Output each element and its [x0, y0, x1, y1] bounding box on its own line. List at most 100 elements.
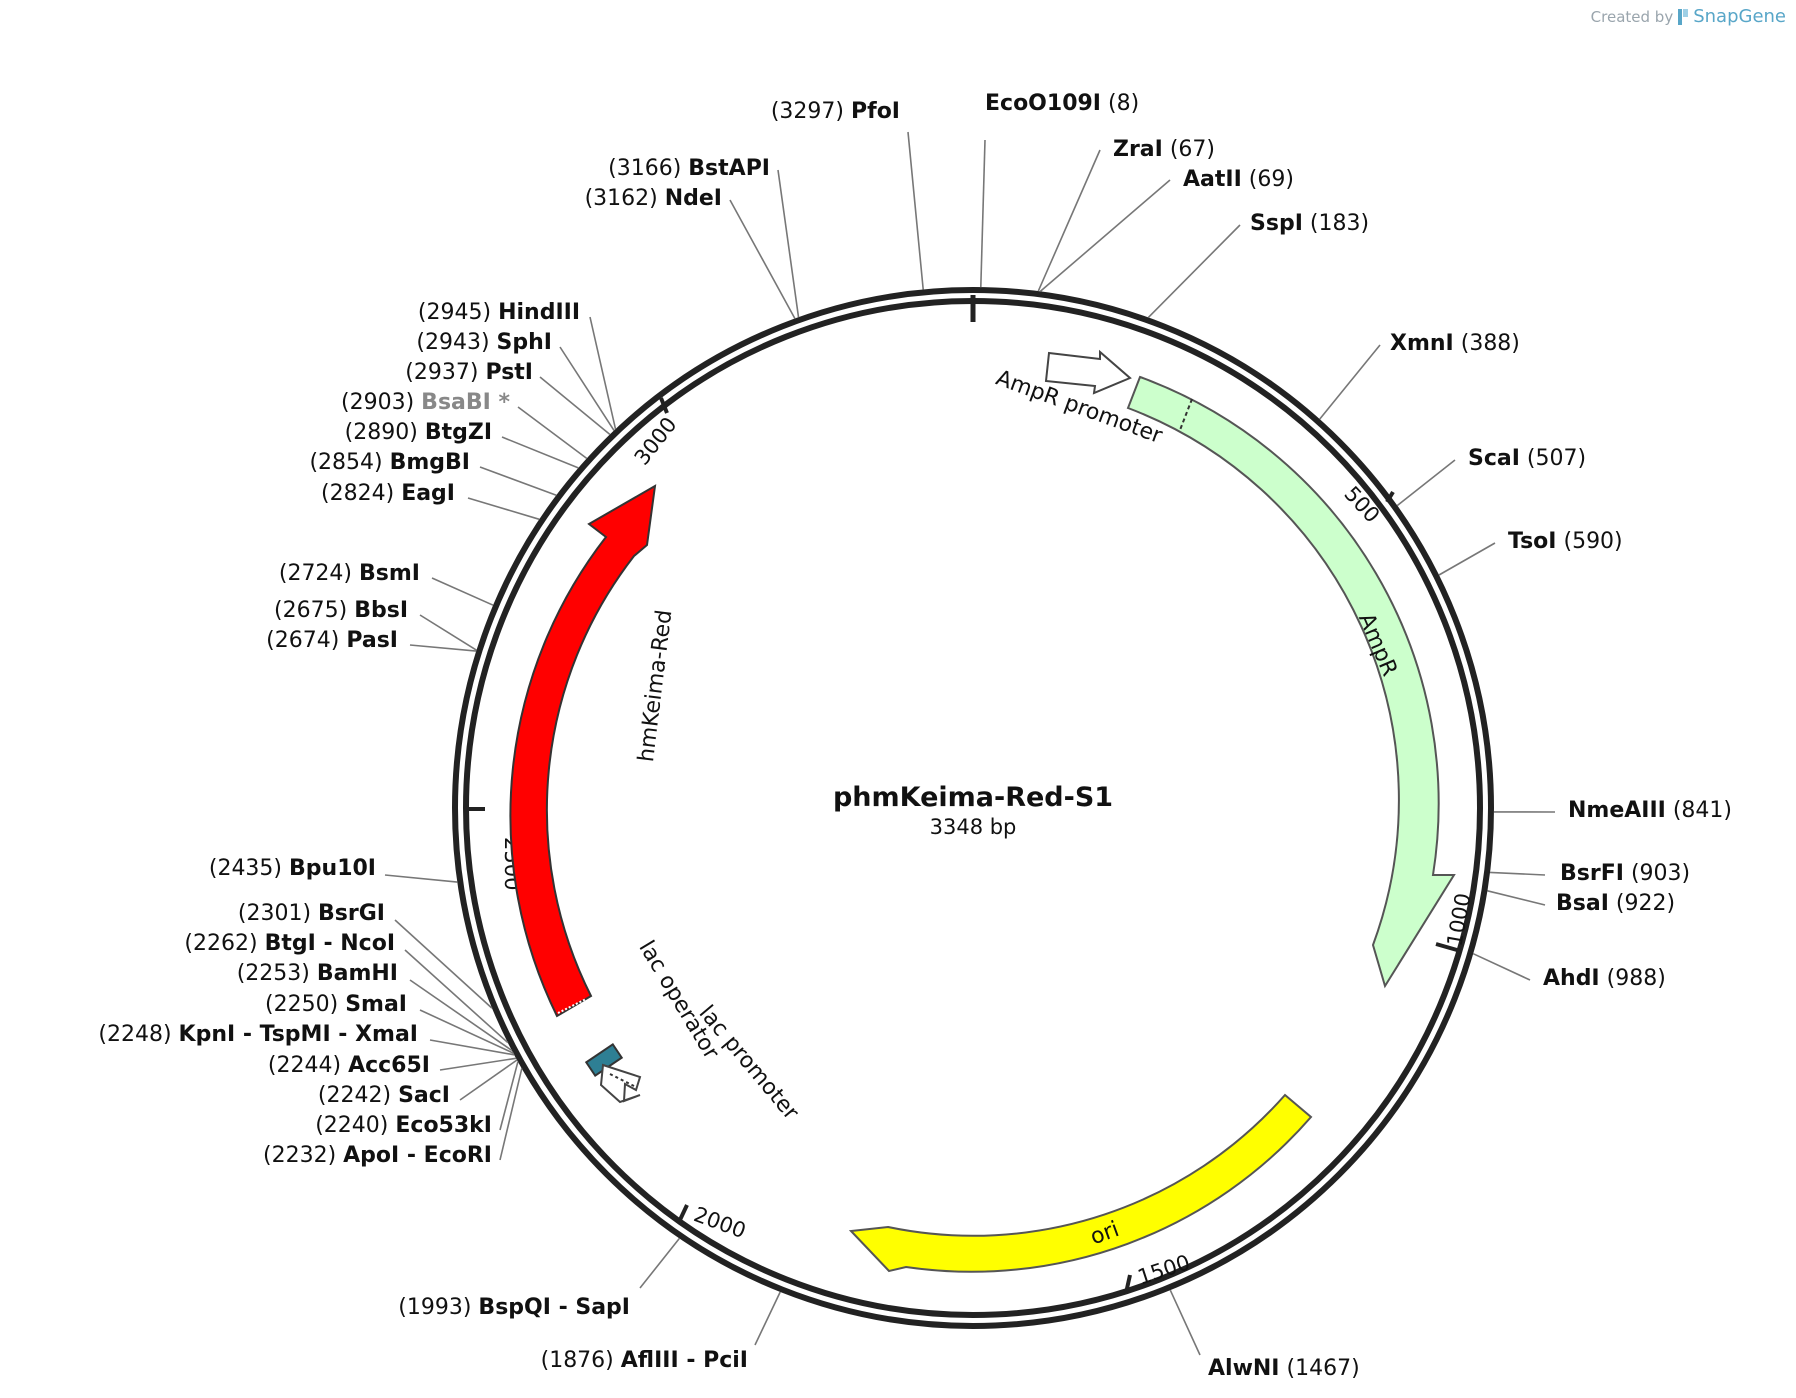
site-enzyme-name: SmaI: [345, 992, 407, 1017]
site-leader-line: [499, 1068, 523, 1161]
site-position: (2253): [237, 961, 310, 986]
site-label: AatII (69): [1183, 167, 1294, 192]
site-leader-line: [479, 466, 557, 497]
site-enzyme-name: NdeI: [665, 186, 722, 211]
tick-marks: [466, 397, 1458, 1294]
site-leader-line: [777, 169, 800, 318]
site-leader-line: [409, 979, 513, 1052]
site-leader-lines: [384, 131, 1556, 1356]
site-position: (2890): [345, 420, 418, 445]
credit-text: Created by: [1590, 7, 1674, 26]
site-enzyme-name: EcoO109I: [985, 91, 1101, 116]
site-label: (2724) BsmI: [279, 561, 420, 586]
site-enzyme-name: SacI: [398, 1083, 450, 1108]
site-label: AhdI (988): [1543, 966, 1666, 991]
ampr-junction-mark: [1179, 398, 1193, 431]
site-enzyme-name: BsrFI: [1560, 861, 1624, 886]
site-position: (3162): [585, 186, 658, 211]
plasmid-name: phmKeima-Red-S1: [833, 782, 1113, 813]
lac-promoter-arrow: [599, 1063, 642, 1104]
site-label: TsoI (590): [1508, 529, 1623, 554]
site-leader-line: [394, 919, 493, 1009]
site-enzyme-name: AflIII - PciI: [621, 1348, 748, 1373]
site-position: (507): [1527, 446, 1586, 471]
site-leader-line: [439, 1057, 517, 1071]
site-label: (1876) AflIII - PciI: [541, 1348, 748, 1373]
site-position: (8): [1108, 91, 1139, 116]
site-position: (988): [1607, 966, 1666, 991]
site-position: (841): [1673, 798, 1732, 823]
site-label: XmnI (388): [1390, 331, 1520, 356]
tick-mark-1500: [1124, 1274, 1132, 1294]
site-position: (183): [1310, 211, 1369, 236]
site-label: (2824) EagI: [321, 481, 455, 506]
site-leader-line: [1487, 890, 1546, 906]
site-label: (2675) BbsI: [274, 598, 408, 623]
site-label: ZraI (67): [1113, 137, 1215, 162]
site-position: (3297): [771, 99, 844, 124]
site-label: (2250) SmaI: [265, 992, 407, 1017]
site-leader-line: [907, 131, 924, 290]
hmkeima-red-label: hmKeima-Red: [634, 608, 677, 763]
site-leader-line: [431, 577, 494, 606]
site-label: (3162) NdeI: [585, 186, 722, 211]
site-enzyme-name: BsmI: [359, 561, 420, 586]
site-enzyme-name: PfoI: [851, 99, 900, 124]
site-label: (2253) BamHI: [237, 961, 398, 986]
site-position: (388): [1461, 331, 1520, 356]
site-leader-line: [384, 874, 458, 883]
site-enzyme-name: BtgI - NcoI: [265, 931, 395, 956]
hmkeima-red-tail-mark: [557, 998, 587, 1014]
hmkeima-red-arrow: [509, 484, 657, 1018]
site-enzyme-name: BtgZI: [425, 420, 492, 445]
site-position: (2674): [266, 628, 339, 653]
site-position: (2232): [263, 1143, 336, 1168]
site-leader-line: [499, 1061, 519, 1131]
site-label: (2674) PasI: [266, 628, 398, 653]
site-label: (2903) BsaBI *: [341, 390, 510, 415]
site-enzyme-name: PasI: [346, 628, 398, 653]
site-label: (1993) BspQI - SapI: [398, 1295, 630, 1320]
site-label: (2240) Eco53kI: [315, 1113, 492, 1138]
credit-brand: SnapGene: [1693, 6, 1786, 27]
site-enzyme-name: EagI: [401, 481, 455, 506]
site-label: ScaI (507): [1468, 446, 1586, 471]
site-leader-line: [1039, 179, 1171, 293]
site-leader-line: [429, 1039, 515, 1056]
site-label: (2232) ApoI - EcoRI: [263, 1143, 492, 1168]
site-position: (2824): [321, 481, 394, 506]
feature-lac-operator: lac operator: [584, 937, 724, 1077]
site-position: (1993): [398, 1295, 471, 1320]
site-label: (2945) HindIII: [418, 300, 580, 325]
site-enzyme-name: AatII: [1183, 167, 1242, 192]
site-position: (2248): [98, 1022, 171, 1047]
site-position: (590): [1563, 529, 1622, 554]
tick-mark-3000: [659, 397, 669, 414]
site-leader-line: [539, 376, 611, 436]
site-enzyme-name: AlwNI: [1208, 1356, 1280, 1381]
site-label: BsaI (922): [1556, 891, 1675, 916]
site-enzyme-name: Acc65I: [348, 1053, 430, 1078]
site-enzyme-name: BsrGI: [318, 901, 385, 926]
site-enzyme-name: BstAPI: [688, 156, 770, 181]
site-position: (3166): [608, 156, 681, 181]
site-enzyme-name: HindIII: [498, 300, 580, 325]
lac-promoter-label: lac promoter: [694, 1001, 804, 1126]
site-enzyme-name: BbsI: [354, 598, 408, 623]
site-position: (2937): [405, 360, 478, 385]
feature-hmkeima-red: hmKeima-Red: [509, 484, 677, 1018]
site-enzyme-name: BspQI - SapI: [478, 1295, 630, 1320]
snapgene-logo-icon: [1678, 8, 1689, 25]
site-leader-line: [1438, 542, 1496, 576]
site-position: (2301): [238, 901, 311, 926]
site-position: (2240): [315, 1113, 388, 1138]
site-enzyme-name: ZraI: [1113, 137, 1163, 162]
ampr-arrow: [1126, 375, 1456, 989]
site-position: (1876): [541, 1348, 614, 1373]
site-label: (2248) KpnI - TspMI - XmaI: [98, 1022, 418, 1047]
site-label: (2890) BtgZI: [345, 420, 492, 445]
tick-mark-500: [1385, 490, 1395, 504]
site-leader-line: [1037, 149, 1101, 292]
site-leader-line: [980, 139, 986, 288]
site-leader-line: [419, 1009, 514, 1054]
